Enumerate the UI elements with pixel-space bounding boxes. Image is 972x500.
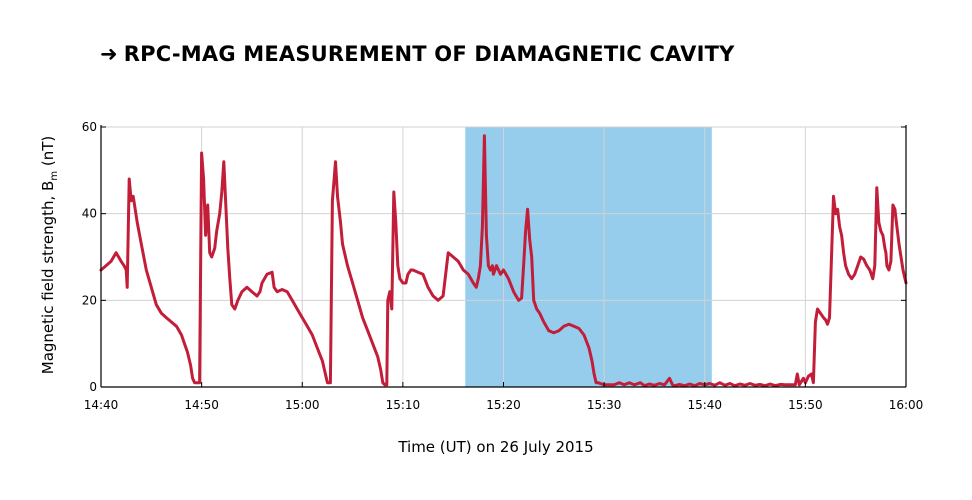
arrow-icon: ➜ <box>100 42 118 66</box>
y-axis-label-main: Magnetic field strength, B <box>39 181 57 375</box>
x-tick-label: 14:40 <box>84 398 119 412</box>
y-axis-label: Magnetic field strength, Bm (nT) <box>39 136 60 375</box>
y-tick-label: 40 <box>82 207 97 221</box>
x-tick-label: 15:40 <box>687 398 722 412</box>
x-tick-label: 15:50 <box>788 398 823 412</box>
x-tick-label: 15:00 <box>285 398 320 412</box>
chart-title: ➜ RPC-MAG MEASUREMENT OF DIAMAGNETIC CAVI… <box>100 42 735 66</box>
x-tick-label: 15:30 <box>587 398 622 412</box>
x-tick-label: 15:10 <box>386 398 421 412</box>
y-tick-label: 20 <box>82 293 97 307</box>
y-axis-label-subscript: m <box>49 171 60 181</box>
series-line-0 <box>99 134 908 388</box>
chart-title-text: RPC-MAG MEASUREMENT OF DIAMAGNETIC CAVIT… <box>123 42 735 66</box>
y-tick-label: 0 <box>89 380 97 394</box>
x-tick-label: 15:20 <box>486 398 521 412</box>
y-axis-label-unit: (nT) <box>39 136 57 171</box>
x-tick-label: 14:50 <box>184 398 219 412</box>
tick-label-layer: 14:40 14:50 15:00 15:10 15:20 15:30 15:40 15:50… <box>82 120 924 412</box>
y-tick-label: 60 <box>82 120 97 134</box>
axis-layer <box>100 125 907 388</box>
x-axis-label: Time (UT) on 26 July 2015 <box>397 438 593 456</box>
x-tick-label: 16:00 <box>889 398 924 412</box>
grid-layer <box>101 126 906 387</box>
series-line-layer <box>99 134 908 388</box>
